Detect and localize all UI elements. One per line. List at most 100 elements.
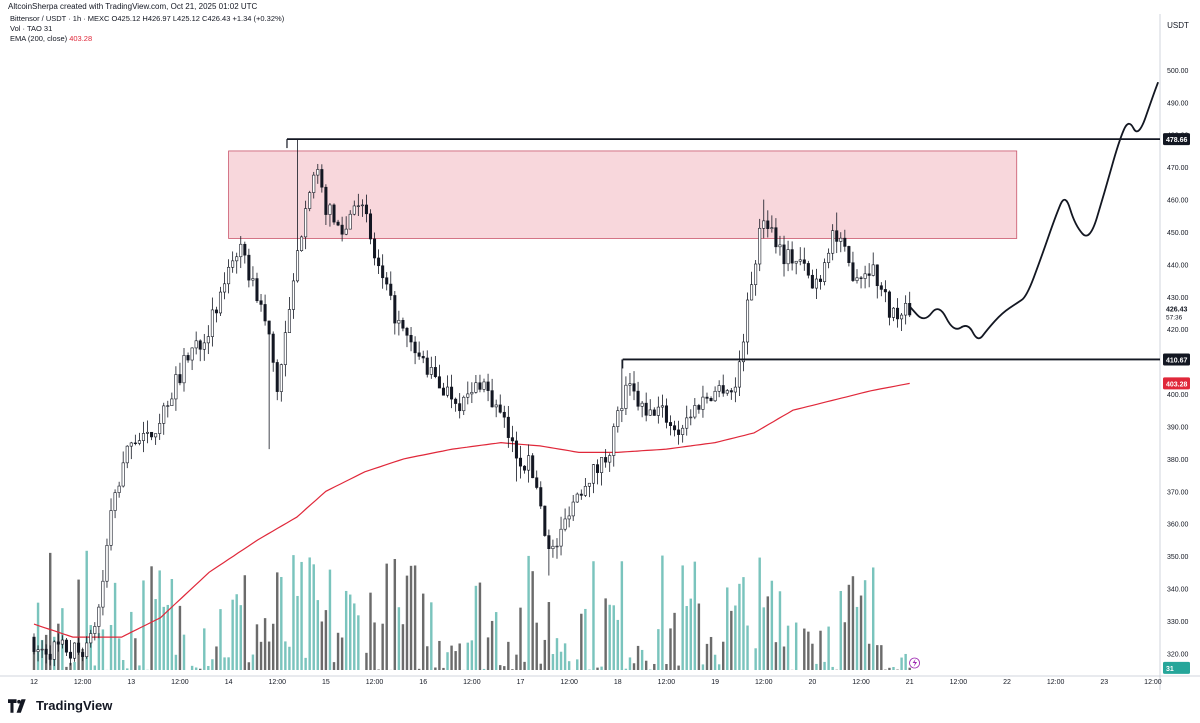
volume-bar xyxy=(721,641,725,670)
volume-bar xyxy=(859,595,863,670)
volume-bar xyxy=(604,598,607,670)
y-tick-label: 390.00 xyxy=(1167,424,1189,431)
volume-bar xyxy=(803,628,806,670)
volume-bar xyxy=(685,606,688,670)
volume-bar xyxy=(616,619,620,670)
x-tick-label: 16 xyxy=(419,679,427,686)
candle-body xyxy=(344,228,348,235)
candle-body xyxy=(616,410,620,427)
candle-body xyxy=(778,244,782,248)
volume-bar xyxy=(130,611,133,670)
volume-bar xyxy=(827,626,830,670)
ema-line xyxy=(33,382,910,638)
volume-bar xyxy=(174,654,178,670)
candle-body xyxy=(206,336,210,344)
candle-body xyxy=(393,295,397,324)
volume-bar xyxy=(665,664,668,670)
price-axis[interactable]: USDT 320.00 330.00 340.00 350.00 360.00 370.00… xyxy=(1167,21,1189,658)
candle-body xyxy=(97,606,101,627)
candle-body xyxy=(847,246,851,263)
volume-bar xyxy=(705,643,709,670)
volume-bar xyxy=(762,607,765,670)
candle-body xyxy=(470,392,474,395)
volume-bar xyxy=(154,599,157,670)
tradingview-brand[interactable]: TradingView xyxy=(8,698,112,713)
candle-body xyxy=(56,641,60,645)
volume-bar xyxy=(831,666,834,670)
candle-body xyxy=(275,362,279,392)
volume-bar xyxy=(551,654,555,670)
time-axis[interactable]: 12 12:00 13 12:00 14 12:00 15 12:00 16 12:00 17 12:… xyxy=(30,679,1162,686)
candle-body xyxy=(855,277,859,281)
volume-bar xyxy=(726,587,729,670)
volume-bar xyxy=(292,555,295,670)
volume-bar xyxy=(547,602,551,670)
price-badge-label: 403.28 xyxy=(1166,381,1188,388)
volume-bar xyxy=(267,641,271,670)
volume-bar xyxy=(592,561,595,670)
plot-background xyxy=(0,14,1160,676)
projected-path-line xyxy=(908,81,1159,340)
volume-bar xyxy=(661,555,664,670)
volume-bar xyxy=(450,645,453,670)
candle-body xyxy=(677,429,681,435)
volume-bar xyxy=(746,625,749,670)
candle-body xyxy=(494,404,498,408)
candle-body xyxy=(182,355,186,384)
candle-body xyxy=(137,440,141,444)
volume-bar xyxy=(770,580,774,670)
volume-bar xyxy=(758,557,761,670)
volume-bar xyxy=(332,662,336,670)
candle-body xyxy=(547,535,551,550)
price-chart[interactable]: USDT 320.00 330.00 340.00 350.00 360.00 370.00… xyxy=(0,14,1200,690)
candle-body xyxy=(705,396,709,399)
candle-body xyxy=(502,411,506,418)
x-tick-label: 12:00 xyxy=(366,679,384,686)
volume-bar xyxy=(855,606,859,670)
candle-body xyxy=(348,213,352,230)
x-tick-label: 12:00 xyxy=(171,679,189,686)
candle-body xyxy=(101,580,105,608)
candle-body xyxy=(701,396,705,410)
candle-body xyxy=(413,341,417,354)
candle-body xyxy=(575,493,579,503)
candle-body xyxy=(174,374,178,400)
volume-bar xyxy=(673,612,676,670)
y-tick-label: 490.00 xyxy=(1167,100,1189,107)
candle-body xyxy=(531,455,535,479)
volume-bar xyxy=(247,662,251,670)
volume-bar xyxy=(117,638,121,670)
volume-bar xyxy=(93,665,97,670)
candle-body xyxy=(85,642,89,657)
candle-body xyxy=(466,393,470,398)
candle-body xyxy=(32,636,36,652)
candle-body xyxy=(352,205,356,215)
volume-bar xyxy=(742,577,745,670)
volume-bar xyxy=(511,669,514,670)
candle-body xyxy=(579,493,583,496)
candle-body xyxy=(450,386,454,400)
volume-bar xyxy=(640,649,644,670)
candle-body xyxy=(117,485,121,493)
candle-body xyxy=(478,382,482,390)
candle-body xyxy=(437,376,441,389)
chart-area[interactable]: USDT 320.00 330.00 340.00 350.00 360.00 370.00… xyxy=(0,14,1200,690)
volume-bar xyxy=(344,590,348,670)
volume-bar xyxy=(843,622,847,670)
candle-body xyxy=(429,367,433,375)
volume-bar xyxy=(49,552,52,670)
volume-bar xyxy=(892,667,895,670)
candle-body xyxy=(648,409,652,416)
candle-body xyxy=(806,263,810,276)
volume-bar xyxy=(559,651,563,670)
y-tick-label: 440.00 xyxy=(1167,262,1189,269)
candle-body xyxy=(373,238,377,259)
candle-body xyxy=(891,307,896,318)
candle-body xyxy=(721,385,725,394)
candle-body xyxy=(73,642,77,659)
volume-bar xyxy=(377,669,380,670)
candle-body xyxy=(133,442,137,444)
candle-body xyxy=(640,402,644,407)
candle-body xyxy=(381,265,385,279)
volume-bar xyxy=(223,657,226,670)
